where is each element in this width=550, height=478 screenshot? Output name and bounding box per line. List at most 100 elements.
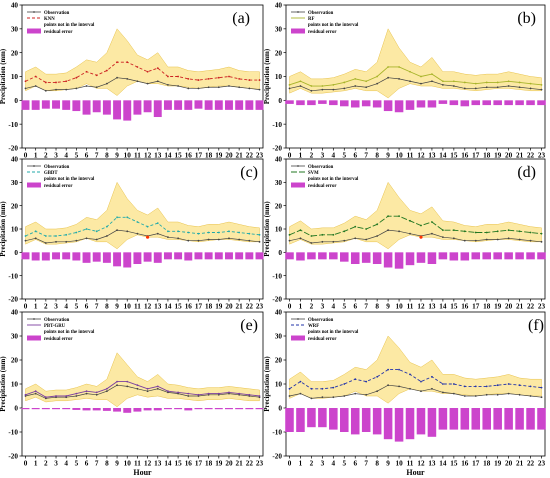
x-tick-label: 17 <box>472 303 480 311</box>
observation-point <box>75 395 78 397</box>
residual-bar <box>92 252 101 262</box>
observation-point <box>332 240 335 243</box>
x-tick-label: 15 <box>175 303 183 311</box>
residual-bar <box>41 100 50 109</box>
observation-point <box>409 80 411 83</box>
observation-point <box>409 387 411 390</box>
model-point <box>409 219 411 222</box>
model-point <box>441 80 444 83</box>
observation-point <box>116 229 118 232</box>
x-tick-label: 14 <box>164 303 172 311</box>
legend-residual-swatch <box>291 182 305 188</box>
residual-bar <box>102 408 111 411</box>
observation-point <box>55 88 57 91</box>
residual-bar <box>225 252 233 260</box>
residual-bar <box>504 252 513 260</box>
model-line <box>25 381 260 398</box>
x-tick-label: 21 <box>236 303 244 311</box>
residual-bar <box>214 100 223 110</box>
model-point <box>474 231 477 234</box>
legend-model: RF <box>308 17 314 22</box>
y-tick-label: 40 <box>11 156 19 164</box>
model-line <box>25 216 260 237</box>
observation-point <box>228 237 230 240</box>
x-tick-label: 14 <box>439 152 447 160</box>
y-axis-title: Precipitation (mm) <box>0 356 7 411</box>
model-point <box>288 83 291 86</box>
residual-bar <box>113 408 122 412</box>
residual-bar <box>153 252 162 263</box>
model-point <box>529 385 532 388</box>
observation-point <box>507 237 510 240</box>
observation-point <box>126 230 129 233</box>
residual-bar <box>133 408 142 412</box>
observation-point <box>299 237 302 240</box>
residual-bar <box>102 100 111 115</box>
model-point <box>420 224 422 227</box>
model-point <box>75 76 78 79</box>
y-tick-label: 40 <box>11 309 19 317</box>
x-tick-label: 20 <box>505 460 513 468</box>
model-point <box>387 215 390 218</box>
residual-bar <box>31 408 40 410</box>
observation-point <box>354 237 357 240</box>
x-tick-label: 20 <box>225 303 233 311</box>
x-tick-label: 8 <box>105 460 109 468</box>
x-tick-label: 8 <box>105 152 109 160</box>
model-point <box>187 231 190 234</box>
observation-point <box>105 82 108 85</box>
x-tick-label: 11 <box>407 303 414 311</box>
legend-observation: Observation <box>44 318 70 323</box>
x-tick-label: 11 <box>134 152 141 160</box>
observation-point <box>463 239 466 242</box>
x-tick-label: 9 <box>386 460 390 468</box>
x-tick-label: 20 <box>505 303 513 311</box>
model-point <box>217 231 220 234</box>
residual-bar <box>350 100 360 108</box>
residual-bar <box>245 408 254 410</box>
y-axis-title: Precipitation (mm) <box>0 49 7 104</box>
model-point <box>518 384 521 387</box>
observation-line <box>289 384 542 399</box>
y-tick-label: 30 <box>275 25 283 33</box>
y-axis-title: Precipitation (mm) <box>264 356 271 411</box>
x-tick-label: 3 <box>54 152 58 160</box>
y-axis-title: Precipitation (mm) <box>264 49 271 104</box>
observation-point <box>474 239 477 242</box>
x-tick-label: 18 <box>483 460 491 468</box>
x-tick-label: 10 <box>124 460 132 468</box>
model-point <box>156 385 159 388</box>
legend-observation-marker <box>33 165 35 167</box>
observation-point <box>44 89 47 92</box>
model-point <box>485 81 488 84</box>
model-point <box>228 75 230 78</box>
x-tick-label: 12 <box>417 460 425 468</box>
model-point <box>177 230 180 233</box>
legend-observation: Observation <box>308 11 334 16</box>
observation-point <box>105 390 108 393</box>
residual-bar <box>504 100 513 106</box>
observation-point <box>431 387 433 390</box>
x-tick-label: 2 <box>44 460 48 468</box>
observation-point <box>332 396 335 399</box>
model-point <box>65 233 68 236</box>
model-point <box>354 378 357 381</box>
residual-bar <box>537 252 546 260</box>
x-tick-label: 9 <box>115 460 119 468</box>
model-point <box>507 229 510 232</box>
x-tick-label: 6 <box>353 303 357 311</box>
model-point <box>136 384 139 387</box>
model-point <box>55 81 57 84</box>
x-tick-label: 12 <box>144 460 152 468</box>
observation-point <box>387 76 390 79</box>
observation-point <box>85 392 88 395</box>
legend-observation: Observation <box>308 165 334 170</box>
model-point <box>24 235 27 237</box>
y-tick-label: 40 <box>11 2 19 10</box>
model-point <box>452 229 455 232</box>
panel-label: (d) <box>517 164 536 181</box>
x-tick-label: 6 <box>85 152 89 160</box>
model-point <box>332 83 335 86</box>
legend-model: GBDT <box>44 171 58 176</box>
